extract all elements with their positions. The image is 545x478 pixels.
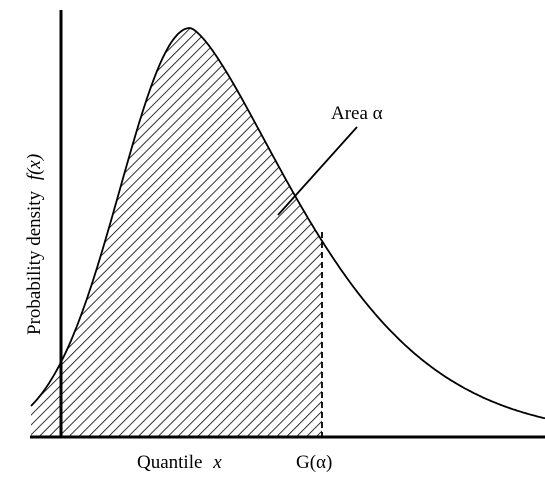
y-axis-variable: f(x) (24, 154, 45, 180)
x-axis-label: Quantile x (137, 452, 222, 473)
y-axis-label: Probability density f(x) (24, 154, 45, 335)
area-leader-line (277, 126, 358, 216)
x-axis-variable: x (212, 452, 222, 473)
x-axis-label-text: Quantile (137, 452, 202, 473)
area-label: Area α (331, 103, 383, 124)
quantile-marker-label: G(α) (296, 452, 332, 473)
density-curve (30, 27, 545, 420)
y-axis-label-text: Probability density (24, 190, 45, 335)
